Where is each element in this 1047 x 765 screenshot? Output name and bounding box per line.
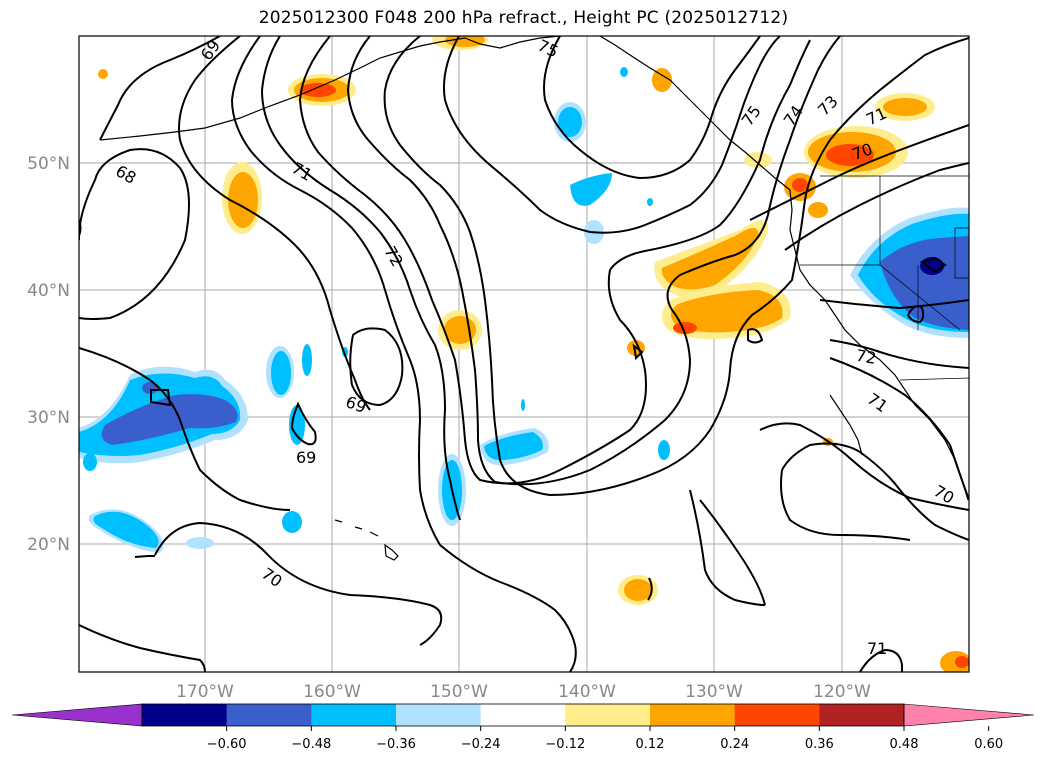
lon-label: 150°W bbox=[430, 682, 488, 702]
colorbar-cell bbox=[650, 704, 736, 726]
colorbar-cell bbox=[480, 704, 566, 726]
colorbar-tick-label: 0.48 bbox=[890, 737, 919, 752]
colorbar-tick-label: −0.48 bbox=[291, 737, 331, 752]
contour-label: 69 bbox=[296, 448, 316, 467]
colorbar-over-arrow bbox=[903, 703, 1035, 727]
colorbar-tick-label: 0.12 bbox=[636, 737, 665, 752]
lon-label: 140°W bbox=[558, 682, 616, 702]
positive-anomaly-shading bbox=[98, 36, 969, 672]
lon-label: 160°W bbox=[303, 682, 361, 702]
colorbar-tick-label: 0.24 bbox=[720, 737, 749, 752]
lat-label: 20°N bbox=[27, 535, 70, 555]
longitude-labels: 170°W 160°W 150°W 140°W 130°W 120°W bbox=[176, 682, 871, 702]
colorbar-tick-label: −0.12 bbox=[545, 737, 585, 752]
colorbar-tick-label: −0.60 bbox=[207, 737, 247, 752]
contour-label: 71 bbox=[867, 639, 887, 658]
colorbar-cell bbox=[311, 704, 397, 726]
lat-label: 40°N bbox=[27, 281, 70, 301]
colorbar-cell bbox=[396, 704, 482, 726]
colorbar-tick-label: 0.36 bbox=[805, 737, 834, 752]
colorbar-cell bbox=[565, 704, 651, 726]
political-borders bbox=[800, 175, 969, 381]
colorbar-cell bbox=[819, 704, 905, 726]
lat-label: 50°N bbox=[27, 154, 70, 174]
lon-label: 130°W bbox=[685, 682, 743, 702]
lon-label: 120°W bbox=[813, 682, 871, 702]
lon-label: 170°W bbox=[176, 682, 234, 702]
contour-label: 72 bbox=[854, 346, 877, 368]
colorbar-tick-label: −0.36 bbox=[376, 737, 416, 752]
latitude-labels: 50°N 40°N 30°N 20°N bbox=[27, 154, 70, 555]
colorbar-cell bbox=[734, 704, 820, 726]
lat-label: 30°N bbox=[27, 408, 70, 428]
coastlines bbox=[99, 36, 969, 561]
plot-frame bbox=[78, 35, 970, 673]
colorbar-cell bbox=[142, 704, 228, 726]
colorbar-under-arrow bbox=[11, 703, 143, 727]
colorbar-cell bbox=[226, 704, 312, 726]
colorbar-tick-label: 0.60 bbox=[974, 737, 1003, 752]
map-title: 2025012300 F048 200 hPa refract., Height… bbox=[258, 8, 789, 28]
colorbar: −0.60 −0.48 −0.36 −0.24 −0.12 0.12 0.24 0.36 0.4… bbox=[11, 703, 1035, 752]
colorbar-tick-label: −0.24 bbox=[461, 737, 501, 752]
height-contours bbox=[79, 36, 969, 672]
